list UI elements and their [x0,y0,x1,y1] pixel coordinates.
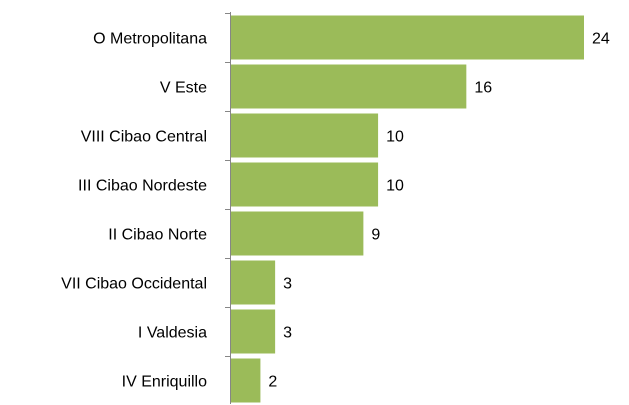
bar [231,64,467,109]
value-label: 2 [268,374,277,391]
bar [231,211,364,256]
value-label: 16 [474,80,492,97]
value-label: 3 [283,325,292,342]
y-tick-label: VIII Cibao Central [81,129,207,146]
value-label: 10 [386,129,404,146]
bar [231,162,379,207]
bar [231,113,379,158]
value-label: 3 [283,276,292,293]
y-tick-label: II Cibao Norte [108,227,207,244]
y-tick-label: III Cibao Nordeste [78,178,207,195]
value-label: 9 [371,227,380,244]
bar [231,260,276,305]
bar [231,309,276,354]
value-label: 24 [592,31,610,48]
y-tick-label: O Metropolitana [93,31,207,48]
value-label: 10 [386,178,404,195]
y-tick-label: V Este [160,80,207,97]
bar [231,15,584,60]
y-tick-label: VII Cibao Occidental [61,276,207,293]
y-tick-label: I Valdesia [138,325,207,342]
bar [231,358,261,403]
y-tick-label: IV Enriquillo [122,374,207,391]
